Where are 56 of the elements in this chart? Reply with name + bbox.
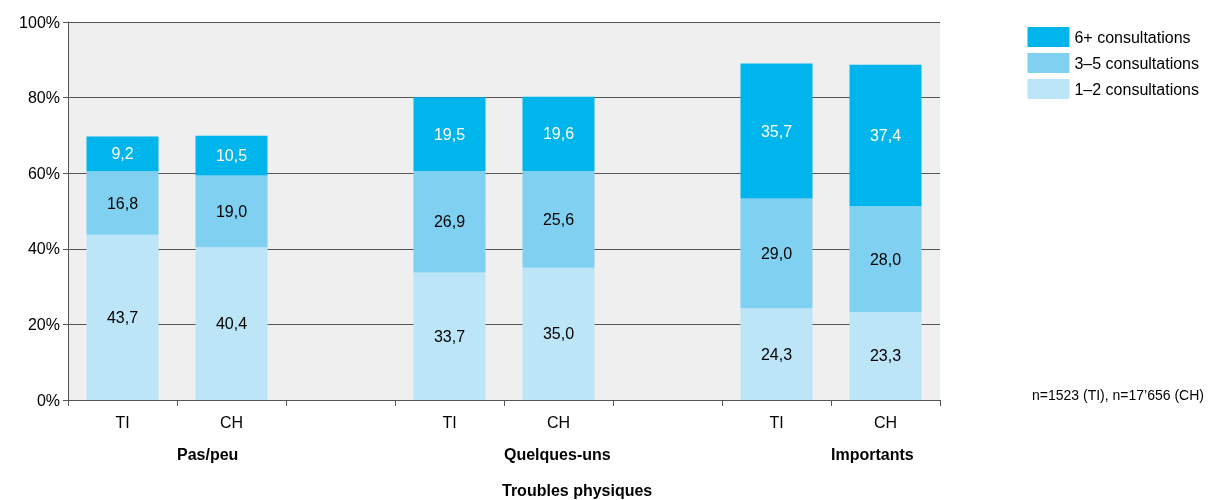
data-label: 9,2 bbox=[111, 145, 134, 163]
bar bbox=[522, 267, 595, 400]
text: Pas/peu bbox=[177, 445, 239, 463]
bar bbox=[86, 234, 159, 400]
x-tick-label: TI bbox=[442, 413, 457, 431]
bar bbox=[522, 170, 595, 268]
x-tick-label: TI bbox=[115, 413, 130, 431]
data-label: 23,3 bbox=[869, 347, 902, 365]
data-label: 10,5 bbox=[215, 147, 248, 165]
data-label: 35,0 bbox=[542, 325, 575, 343]
bar bbox=[849, 64, 922, 207]
data-label: 43,7 bbox=[106, 308, 139, 326]
x-tick-label: TI bbox=[769, 413, 784, 431]
data-label: 16,8 bbox=[106, 194, 139, 212]
bar bbox=[413, 272, 486, 400]
bar bbox=[740, 308, 813, 400]
bar bbox=[86, 136, 159, 172]
data-label: 26,9 bbox=[433, 213, 466, 231]
y-tick-label: 40% bbox=[27, 240, 60, 258]
x-tick-label: CH bbox=[873, 413, 898, 431]
bar bbox=[740, 63, 813, 199]
bar bbox=[195, 175, 268, 248]
text: n=1523 (TI), n=17’656 (CH) bbox=[1032, 387, 1205, 403]
data-label: 28,0 bbox=[869, 250, 902, 268]
bar bbox=[849, 311, 922, 400]
bar bbox=[849, 206, 922, 312]
y-tick-label: 100% bbox=[19, 13, 60, 31]
bar bbox=[413, 170, 486, 273]
bar bbox=[195, 135, 268, 176]
legend-label: 3–5 consultations bbox=[1074, 54, 1199, 72]
x-tick-label: CH bbox=[546, 413, 571, 431]
data-label: 25,6 bbox=[542, 210, 575, 228]
bar bbox=[413, 97, 486, 171]
data-label: 24,3 bbox=[760, 345, 793, 363]
x-axis-title: Troubles physiques bbox=[502, 481, 653, 499]
data-label: 40,4 bbox=[215, 315, 248, 333]
data-label: 19,6 bbox=[542, 125, 575, 143]
y-tick-label: 20% bbox=[27, 315, 60, 333]
bar bbox=[195, 247, 268, 400]
data-label: 37,4 bbox=[869, 126, 902, 144]
data-label: 33,7 bbox=[433, 327, 466, 345]
legend-label: 6+ consultations bbox=[1074, 28, 1191, 46]
x-tick-label: CH bbox=[219, 413, 244, 431]
bar bbox=[522, 96, 595, 171]
data-label: 35,7 bbox=[760, 122, 793, 140]
text: Quelques-uns bbox=[504, 445, 611, 463]
y-tick-label: 0% bbox=[36, 391, 60, 409]
data-label: 19,5 bbox=[433, 125, 466, 143]
text: Importants bbox=[831, 445, 914, 463]
data-label: 19,0 bbox=[215, 202, 248, 220]
data-label: 29,0 bbox=[760, 244, 793, 262]
legend-label: 1–2 consultations bbox=[1074, 80, 1199, 98]
bar bbox=[86, 171, 159, 235]
y-tick-label: 60% bbox=[27, 164, 60, 182]
y-tick-label: 80% bbox=[27, 89, 60, 107]
bar bbox=[740, 198, 813, 309]
